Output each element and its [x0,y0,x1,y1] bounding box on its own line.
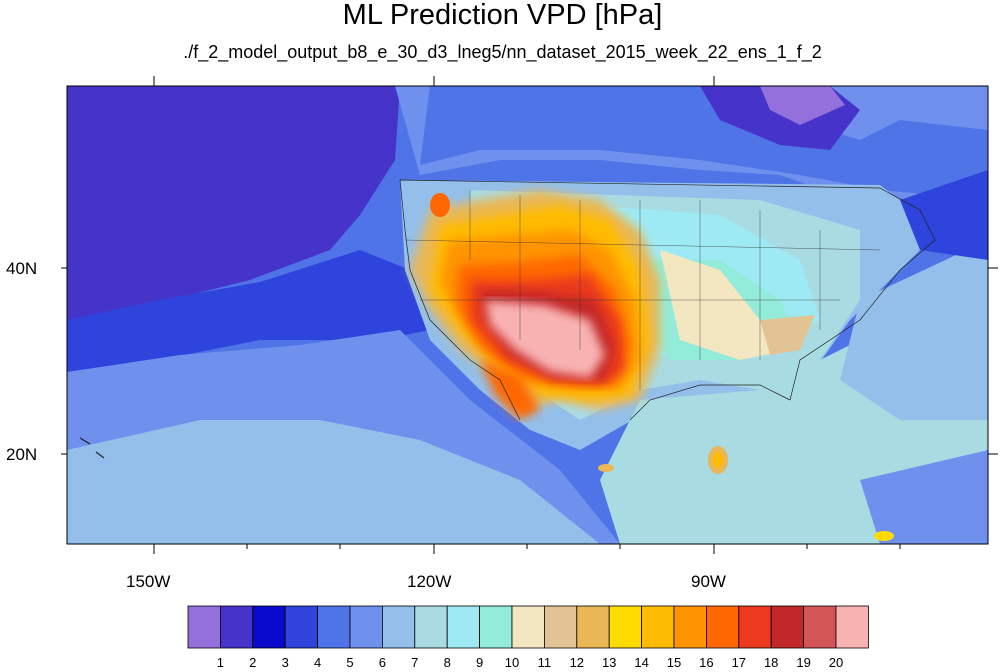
colorbar-label: 11 [537,655,552,670]
lat-label-40n: 40N [6,259,38,278]
axis-ticks [61,76,998,554]
colorbar-label: 1 [216,655,224,670]
colorbar-swatch [641,605,675,649]
colorbar-label: 9 [475,655,484,670]
colorbar-swatch [284,605,319,649]
colorbar-swatch [770,605,805,649]
colorbar-label: 15 [666,655,682,670]
colorbar-swatch [576,605,610,649]
colorbar-label: 7 [411,655,419,670]
colorbar-swatch [317,605,351,649]
colorbar-swatch [673,605,707,649]
colorbar-label: 8 [443,655,451,670]
colorbar-swatch [187,605,221,649]
colorbar-label: 14 [634,655,649,670]
colorbar-label: 17 [731,655,747,670]
colorbar-swatch [738,605,772,649]
colorbar-label: 4 [313,655,322,670]
vpd-field [67,86,988,544]
colorbar-label: 10 [504,655,520,670]
colorbar-swatch [349,605,383,649]
lon-label-150w: 150W [126,572,171,591]
colorbar-swatch [252,605,286,649]
colorbar-swatch [381,605,416,649]
colorbar-swatch [446,605,481,649]
colorbar-label: 13 [601,655,617,670]
colorbar-label: 19 [796,655,811,670]
lat-label-20n: 20N [6,445,38,464]
lon-label-90w: 90W [691,572,726,591]
colorbar-swatch [608,605,643,649]
colorbar-swatch [803,605,837,649]
colorbar-swatch [219,605,254,649]
colorbar-swatch [414,605,448,649]
colorbar-label: 3 [281,655,289,670]
colorbar-swatch [835,605,869,649]
colorbar-swatch [511,605,545,649]
colorbar [187,605,869,649]
map-subtitle: ./f_2_model_output_b8_e_30_d3_lneg5/nn_d… [183,42,822,62]
colorbar-label: 5 [346,655,354,670]
colorbar-label: 16 [699,655,714,670]
colorbar-label: 12 [569,655,585,670]
colorbar-swatch [706,605,740,649]
lon-label-120w: 120W [407,572,452,591]
colorbar-swatch [479,605,513,649]
colorbar-swatch [544,605,578,649]
colorbar-label: 6 [378,655,386,670]
colorbar-label: 2 [249,655,257,670]
map-title: ML Prediction VPD [hPa] [342,0,663,31]
colorbar-label: 18 [763,655,779,670]
colorbar-label: 20 [828,655,844,670]
